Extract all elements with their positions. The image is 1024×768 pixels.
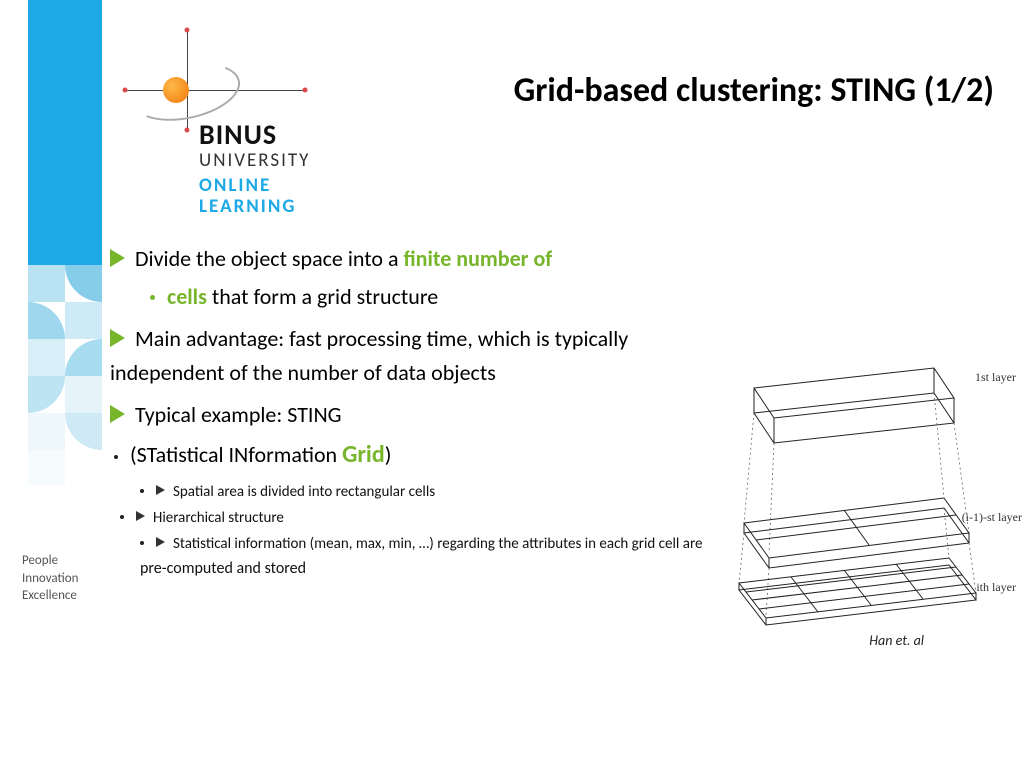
tagline-line: Excellence: [22, 587, 78, 605]
sub-item: Spatial area is divided into rectangular…: [110, 480, 720, 504]
slide-content: Divide the object space into a finite nu…: [110, 242, 720, 583]
sub-bullet-icon: [120, 515, 124, 519]
bullet-4: (STatistical INformation Grid): [110, 436, 720, 473]
tagline-line: People: [22, 552, 78, 570]
logo-line: BINUS: [199, 120, 310, 151]
sub-item: Hierarchical structure: [110, 506, 720, 530]
sidebar-blue-block: [28, 0, 102, 265]
sidebar-stripe: [28, 0, 102, 768]
diagram-caption: Han et. al: [869, 632, 924, 649]
sidebar-pattern: [28, 265, 102, 485]
bullet-1-sub: cells that form a grid structure: [110, 280, 720, 314]
logo-line: LEARNING: [199, 197, 310, 218]
sub-arrow-icon: [156, 485, 165, 495]
logo-line: UNIVERSITY: [199, 151, 310, 172]
bullet-3: Typical example: STING: [110, 398, 720, 432]
sub-bullet-icon: [140, 489, 144, 493]
slide-title: Grid-based clustering: STING (1/2): [434, 70, 994, 113]
tagline: People Innovation Excellence: [22, 552, 78, 605]
sub-item: Statistical information (mean, max, min,…: [110, 532, 720, 582]
bullet-2: Main advantage: fast processing time, wh…: [110, 322, 720, 390]
bullet-arrow-icon: [110, 405, 125, 423]
layer-label-bot: ith layer: [976, 580, 1016, 595]
bullet-arrow-icon: [110, 249, 125, 267]
sub-arrow-icon: [156, 537, 165, 547]
layer-label-top: 1st layer: [975, 370, 1016, 385]
logo: BINUS UNIVERSITY ONLINE LEARNING: [125, 30, 385, 220]
logo-line: ONLINE: [199, 176, 310, 197]
sub-list: Spatial area is divided into rectangular…: [110, 480, 720, 582]
bullet-arrow-icon: [110, 329, 125, 347]
bullet-1: Divide the object space into a finite nu…: [110, 242, 720, 276]
sting-diagram: 1st layer (i-1)-st layer ith layer: [714, 358, 1014, 638]
sub-bullet-icon: [114, 455, 118, 459]
layer-label-mid: (i-1)-st layer: [962, 510, 1022, 525]
sub-arrow-icon: [136, 511, 145, 521]
sub-bullet-icon: [150, 295, 155, 300]
sub-bullet-icon: [140, 541, 144, 545]
tagline-line: Innovation: [22, 570, 78, 588]
